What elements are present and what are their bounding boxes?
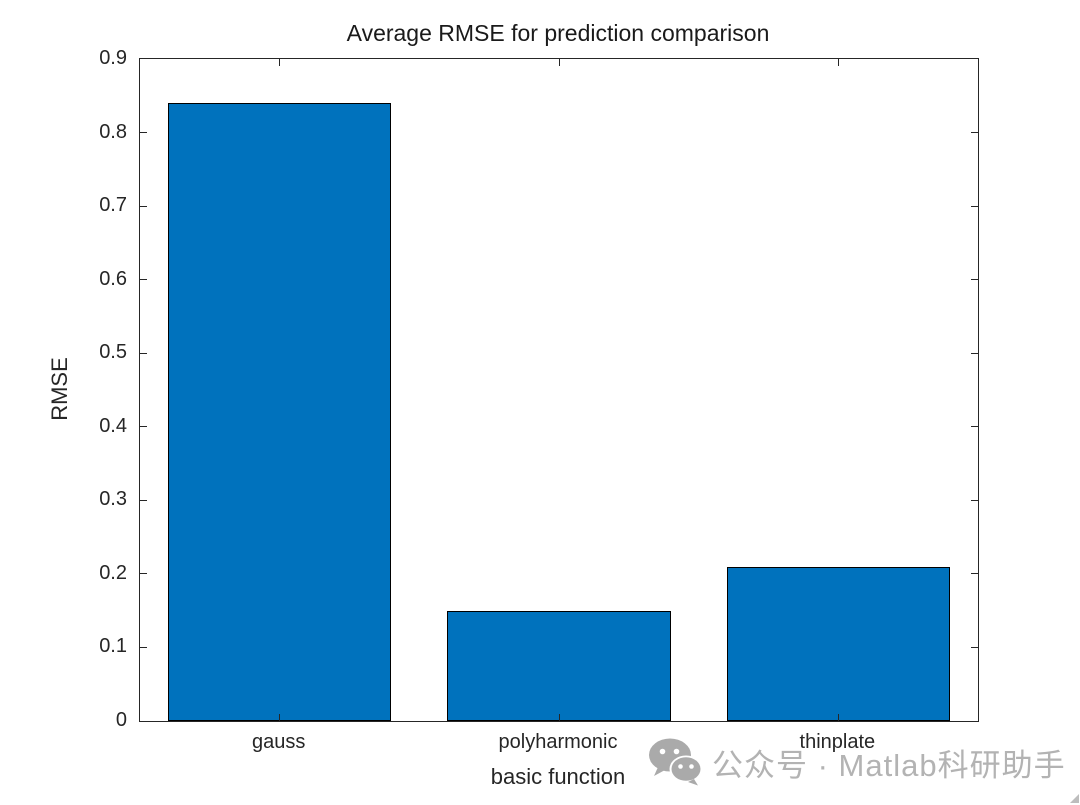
x-tick-mark — [558, 59, 560, 66]
y-tick-label: 0.6 — [99, 267, 127, 290]
y-tick-mark — [971, 573, 978, 575]
y-tick-mark — [140, 132, 147, 134]
y-tick-label: 0.5 — [99, 341, 127, 364]
y-tick-mark — [140, 646, 147, 648]
y-tick-label: 0.2 — [99, 561, 127, 584]
y-tick-label: 0.3 — [99, 488, 127, 511]
y-tick-label: 0.8 — [99, 120, 127, 143]
x-tick-label-gauss: gauss — [251, 731, 306, 753]
y-tick-mark — [140, 352, 147, 354]
x-axis-label: basic function — [490, 764, 626, 789]
x-tick-label-polyharmonic: polyharmonic — [498, 731, 618, 753]
y-tick-mark — [971, 205, 978, 207]
y-tick-label: 0.1 — [99, 635, 127, 658]
y-axis-label: RMSE — [47, 357, 72, 421]
x-tick-mark — [837, 714, 839, 721]
y-tick-label: 0.9 — [99, 47, 127, 69]
y-tick-mark — [140, 279, 147, 281]
x-tick-mark — [837, 59, 839, 66]
x-tick-mark — [279, 714, 281, 721]
y-tick-mark — [971, 132, 978, 134]
plot-area — [139, 58, 979, 722]
y-tick-label: 0.4 — [99, 414, 127, 437]
bar-polyharmonic — [447, 610, 671, 721]
bar-gauss — [167, 103, 392, 721]
y-tick-mark — [140, 426, 147, 428]
y-tick-mark — [971, 646, 978, 648]
y-tick-label: 0 — [115, 709, 127, 731]
x-tick-mark — [279, 59, 281, 66]
y-tick-label: 0.7 — [99, 194, 127, 217]
x-tick-label-thinplate: thinplate — [799, 731, 876, 753]
corner-triangle-icon — [1070, 794, 1079, 803]
y-tick-mark — [140, 573, 147, 575]
chart-title: Average RMSE for prediction comparison — [346, 20, 770, 46]
x-tick-mark — [558, 714, 560, 721]
y-tick-mark — [140, 499, 147, 501]
y-tick-mark — [140, 205, 147, 207]
y-tick-mark — [971, 499, 978, 501]
y-tick-mark — [971, 279, 978, 281]
y-tick-mark — [971, 352, 978, 354]
y-tick-mark — [971, 426, 978, 428]
bar-thinplate — [726, 566, 951, 721]
